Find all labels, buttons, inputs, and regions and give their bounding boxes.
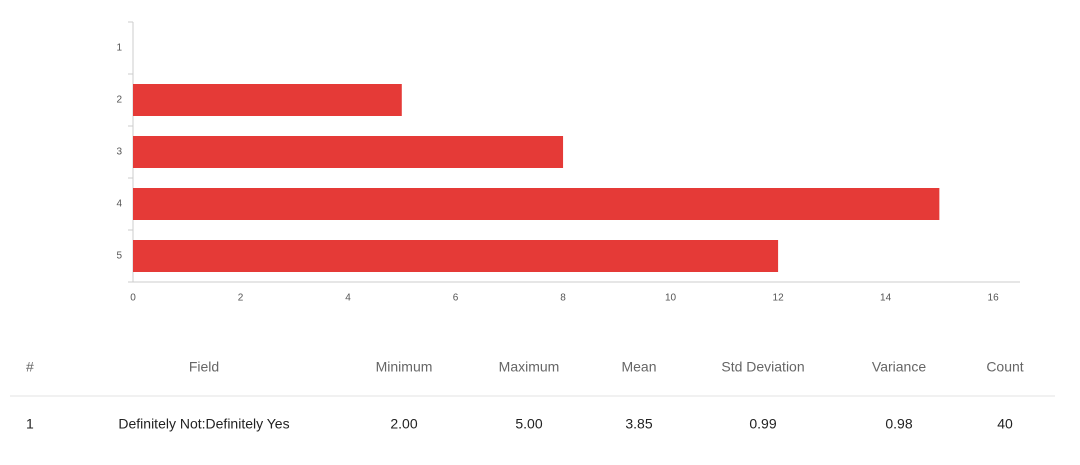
y-tick-label: 3: [116, 147, 122, 158]
bar: [133, 188, 940, 220]
x-tick-label: 2: [238, 293, 244, 304]
table-header: Std Deviation: [721, 359, 804, 375]
table-cell: 2.00: [390, 416, 417, 432]
x-tick-label: 16: [988, 293, 1000, 304]
x-tick-label: 10: [665, 293, 677, 304]
table-header: #: [26, 359, 34, 375]
y-tick-label: 1: [116, 43, 122, 54]
x-tick-label: 6: [453, 293, 459, 304]
x-tick-label: 0: [130, 293, 136, 304]
table-cell: 3.85: [625, 416, 652, 432]
table-header: Count: [986, 359, 1023, 375]
table-cell: Definitely Not:Definitely Yes: [118, 416, 289, 432]
table-header: Field: [189, 359, 219, 375]
table-header: Maximum: [499, 359, 560, 375]
x-tick-label: 8: [560, 293, 566, 304]
table-cell: 0.99: [749, 416, 776, 432]
table-cell: 0.98: [885, 416, 912, 432]
x-tick-label: 12: [773, 293, 785, 304]
table-cell: 40: [997, 416, 1013, 432]
x-tick-label: 4: [345, 293, 351, 304]
y-tick-label: 2: [116, 95, 122, 106]
table-header: Minimum: [376, 359, 433, 375]
y-tick-label: 4: [116, 199, 122, 210]
bar: [133, 240, 779, 272]
bar: [133, 84, 402, 116]
table-cell: 5.00: [515, 416, 542, 432]
bar: [133, 136, 564, 168]
x-tick-label: 14: [880, 293, 892, 304]
y-tick-label: 5: [116, 251, 122, 262]
table-cell: 1: [26, 416, 34, 432]
table-header: Mean: [621, 359, 656, 375]
table-header: Variance: [872, 359, 926, 375]
